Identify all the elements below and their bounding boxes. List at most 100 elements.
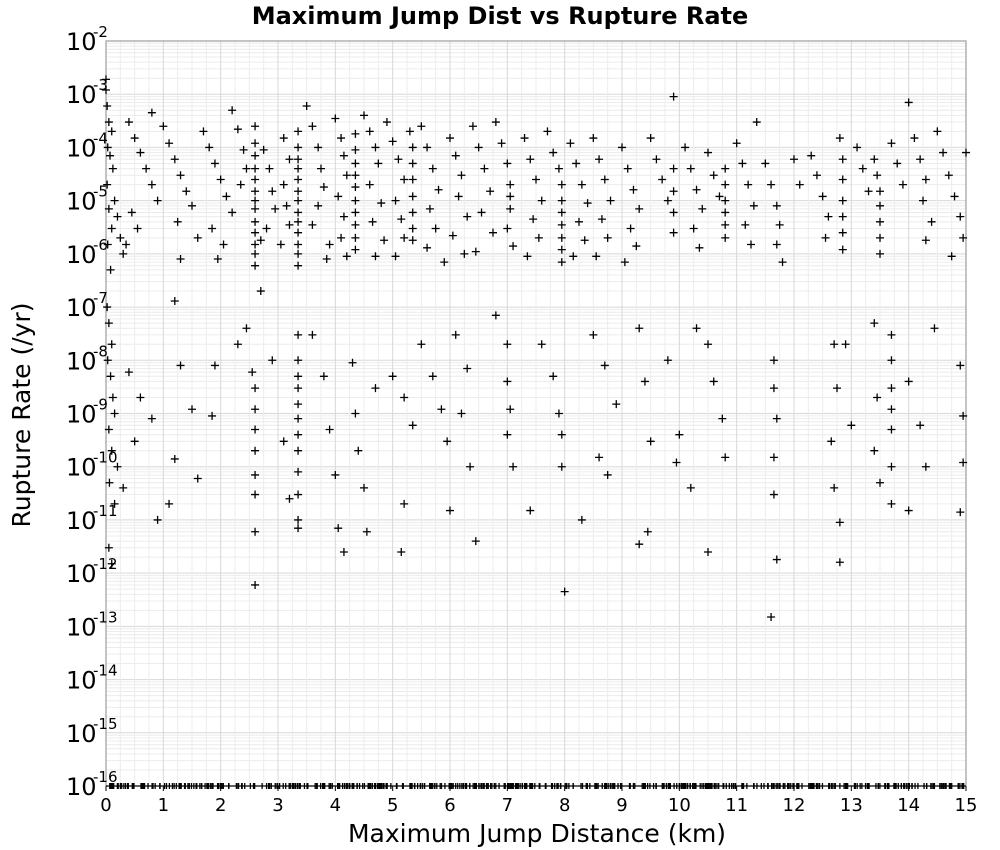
data-point <box>443 437 452 446</box>
y-tick-exponent: -2 <box>93 23 108 41</box>
data-point <box>294 164 303 173</box>
data-point <box>646 134 655 143</box>
data-point <box>251 175 260 184</box>
data-point <box>835 134 844 143</box>
y-tick-base: 10 <box>66 773 97 801</box>
data-point <box>873 393 882 402</box>
data-point <box>108 164 117 173</box>
y-tick-label: 10-7 <box>66 289 108 322</box>
data-point <box>893 159 902 168</box>
data-point <box>876 233 884 242</box>
data-point <box>767 180 776 189</box>
data-point <box>681 143 690 152</box>
data-point <box>575 217 583 226</box>
data-point <box>904 506 913 515</box>
data-point <box>368 217 377 226</box>
data-point <box>870 319 879 328</box>
data-point <box>294 143 303 152</box>
data-point <box>388 137 397 146</box>
data-point <box>294 175 303 184</box>
data-point <box>835 558 844 567</box>
data-point <box>107 127 116 136</box>
data-point <box>423 243 432 252</box>
data-point <box>285 494 294 503</box>
data-point <box>431 224 440 233</box>
y-tick-label: 10-6 <box>66 236 108 269</box>
data-point <box>397 215 406 224</box>
data-point <box>208 224 217 233</box>
data-point <box>294 261 303 270</box>
data-point <box>557 180 566 189</box>
data-point <box>887 330 896 339</box>
data-point <box>632 242 641 251</box>
data-point <box>417 122 426 131</box>
y-tick-label: 10-2 <box>66 23 108 56</box>
data-point <box>294 240 303 249</box>
data-point <box>557 258 566 267</box>
data-point <box>233 125 242 134</box>
data-point <box>153 196 162 205</box>
y-tick-base: 10 <box>66 28 97 56</box>
data-point <box>142 164 151 173</box>
data-point <box>947 252 956 261</box>
data-point <box>887 462 896 471</box>
data-point <box>251 228 260 237</box>
x-tick-label: 3 <box>272 795 283 816</box>
x-tick-label: 14 <box>897 795 920 816</box>
data-point <box>772 240 781 249</box>
data-point <box>294 249 303 258</box>
x-tick-label: 0 <box>100 795 111 816</box>
data-point <box>251 261 260 270</box>
data-point <box>351 145 360 154</box>
data-point <box>738 159 747 168</box>
data-point <box>170 297 179 306</box>
data-point <box>279 134 288 143</box>
data-point <box>463 364 472 373</box>
data-point <box>959 411 968 420</box>
data-point <box>686 164 695 173</box>
data-point <box>652 155 661 164</box>
data-point <box>930 324 939 333</box>
data-point <box>400 233 409 242</box>
data-point <box>113 462 122 471</box>
data-point <box>532 175 540 184</box>
data-point <box>331 114 340 123</box>
data-point <box>821 233 830 242</box>
y-tick-label: 10-8 <box>66 342 108 375</box>
data-point <box>294 187 303 196</box>
y-tick-label: 10-11 <box>66 502 118 535</box>
data-point <box>698 204 707 213</box>
data-point <box>709 171 718 180</box>
data-point <box>838 196 847 205</box>
data-point <box>506 180 515 189</box>
data-point <box>887 356 896 365</box>
data-point <box>506 204 515 213</box>
data-point <box>285 220 294 229</box>
data-point <box>147 414 156 423</box>
y-tick-exponent: -11 <box>93 502 118 520</box>
y-tick-exponent: -16 <box>93 768 118 786</box>
data-point <box>408 175 417 184</box>
data-point <box>314 201 323 210</box>
x-tick-label: 12 <box>783 795 806 816</box>
x-axis-ticks: 0 1 2 3 4 5 6 7 8 9 10 11 12 13 14 15 <box>100 786 977 816</box>
data-point <box>294 490 303 499</box>
data-point <box>210 361 219 370</box>
data-point <box>635 204 644 213</box>
data-point <box>523 252 532 261</box>
data-point <box>520 134 529 143</box>
data-point <box>887 384 896 393</box>
data-point <box>294 155 303 164</box>
data-point <box>268 187 277 196</box>
data-point <box>887 499 896 508</box>
data-point <box>103 143 112 152</box>
data-point <box>509 242 518 251</box>
data-point <box>778 258 787 267</box>
data-point <box>271 204 280 213</box>
data-point <box>927 217 936 226</box>
y-tick-label: 10-3 <box>66 76 108 109</box>
data-point <box>251 470 260 479</box>
data-point <box>434 185 443 194</box>
data-point <box>127 208 136 217</box>
